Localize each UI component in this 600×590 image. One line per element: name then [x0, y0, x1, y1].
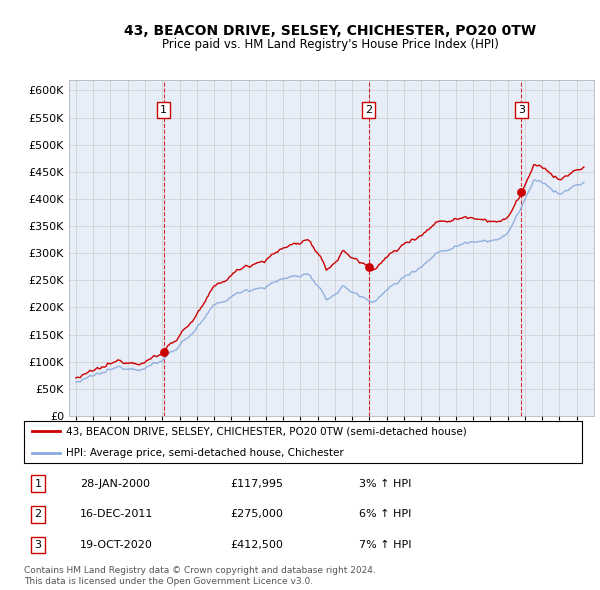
Text: £117,995: £117,995: [230, 478, 283, 489]
Text: 28-JAN-2000: 28-JAN-2000: [80, 478, 150, 489]
Text: £412,500: £412,500: [230, 540, 283, 550]
Point: [364, 262, 374, 271]
Text: Price paid vs. HM Land Registry's House Price Index (HPI): Price paid vs. HM Land Registry's House …: [161, 38, 499, 51]
Text: 2: 2: [365, 105, 373, 115]
Text: £275,000: £275,000: [230, 509, 283, 519]
Text: 6% ↑ HPI: 6% ↑ HPI: [359, 509, 411, 519]
Text: HPI: Average price, semi-detached house, Chichester: HPI: Average price, semi-detached house,…: [66, 448, 344, 457]
Text: 3% ↑ HPI: 3% ↑ HPI: [359, 478, 411, 489]
Text: 43, BEACON DRIVE, SELSEY, CHICHESTER, PO20 0TW (semi-detached house): 43, BEACON DRIVE, SELSEY, CHICHESTER, PO…: [66, 427, 467, 436]
Text: 7% ↑ HPI: 7% ↑ HPI: [359, 540, 412, 550]
Text: 16-DEC-2011: 16-DEC-2011: [80, 509, 153, 519]
Text: 19-OCT-2020: 19-OCT-2020: [80, 540, 152, 550]
Text: 3: 3: [518, 105, 525, 115]
Text: Contains HM Land Registry data © Crown copyright and database right 2024.: Contains HM Land Registry data © Crown c…: [24, 566, 376, 575]
Text: 3: 3: [34, 540, 41, 550]
Text: 1: 1: [34, 478, 41, 489]
Text: 43, BEACON DRIVE, SELSEY, CHICHESTER, PO20 0TW: 43, BEACON DRIVE, SELSEY, CHICHESTER, PO…: [124, 24, 536, 38]
Text: This data is licensed under the Open Government Licence v3.0.: This data is licensed under the Open Gov…: [24, 577, 313, 586]
Text: 1: 1: [160, 105, 167, 115]
Point: [159, 348, 169, 357]
Text: 2: 2: [34, 509, 41, 519]
Point: [517, 188, 526, 197]
